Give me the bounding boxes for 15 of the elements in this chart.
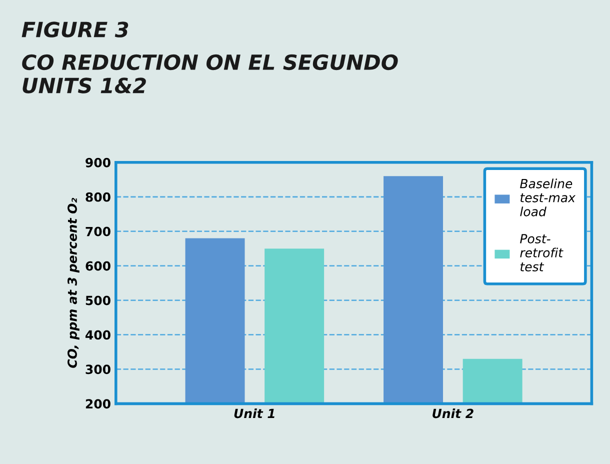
x-tick-label: Unit 2 <box>432 408 474 418</box>
chart-subtitle: CO REDUCTION ON EL SEGUNDO UNITS 1&2 <box>22 54 398 94</box>
y-axis-title: CO, ppm at 3 percent O₂ <box>68 198 80 368</box>
legend-label: Post- retrofit test <box>520 234 564 272</box>
y-tick-label: 600 <box>86 261 110 271</box>
y-tick-label: 300 <box>86 364 110 374</box>
x-tick-label: Unit 1 <box>234 408 274 418</box>
legend-label: Baseline test-max load <box>520 178 576 216</box>
y-tick-label: 500 <box>86 296 110 306</box>
y-tick-label: 400 <box>86 330 110 340</box>
y-tick-label: 700 <box>86 226 110 236</box>
y-tick-label: 800 <box>86 192 110 202</box>
chart-title: FIGURE 3 <box>22 22 128 38</box>
y-tick-label: 200 <box>86 399 110 409</box>
y-tick-label: 900 <box>86 158 110 168</box>
